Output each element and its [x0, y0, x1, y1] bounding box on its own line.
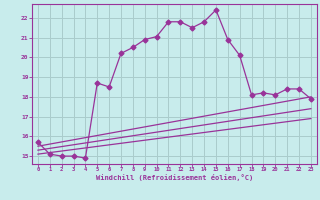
- X-axis label: Windchill (Refroidissement éolien,°C): Windchill (Refroidissement éolien,°C): [96, 174, 253, 181]
